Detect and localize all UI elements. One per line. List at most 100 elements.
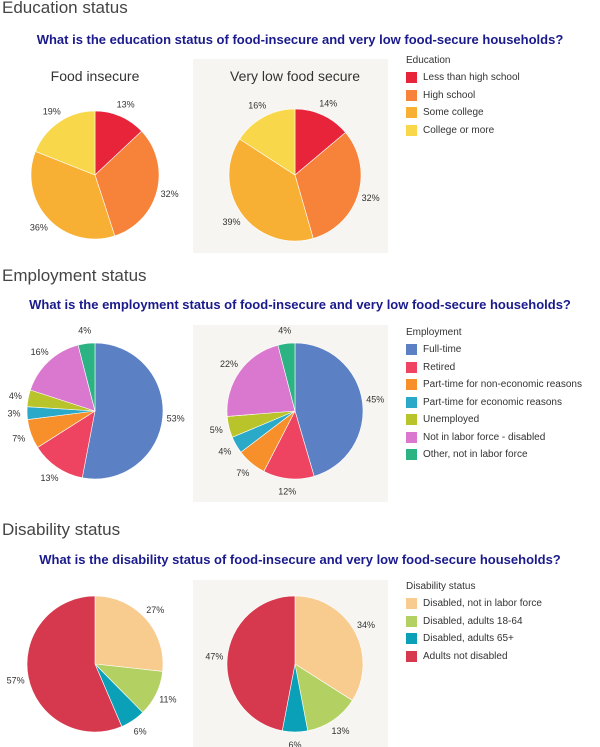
pie-data-label: 16% (31, 347, 49, 357)
legend-label: Disabled, not in labor force (423, 598, 542, 610)
legend-item: Part-time for economic reasons (406, 394, 582, 412)
legend-item: Retired (406, 359, 582, 377)
pie-slice (294, 132, 362, 239)
pie-data-label: 16% (248, 101, 266, 111)
pie-data-label: 36% (30, 223, 48, 233)
legend-label: Disabled, adults 65+ (423, 633, 514, 645)
legend-label: Unemployed (423, 414, 480, 426)
legend-label: Full-time (423, 344, 462, 356)
pie-data-label: 12% (278, 487, 296, 497)
pie-data-label: 11% (159, 694, 176, 704)
pie-slice (226, 595, 296, 732)
pie-data-label: 39% (222, 217, 240, 227)
legend-swatch (406, 414, 417, 426)
legend-label: Retired (423, 361, 456, 373)
pie-slice (77, 342, 96, 412)
legend-swatch (406, 344, 417, 356)
pie-slice (35, 110, 96, 176)
legend-education: Education Less than high school High schoo… (406, 55, 520, 139)
pie-data-label: 7% (12, 433, 25, 443)
pie-data-label: 57% (7, 675, 25, 685)
legend-title: Employment (406, 327, 462, 338)
pie-slice (81, 342, 164, 480)
legend-swatch (406, 396, 417, 408)
pie-data-label: 32% (161, 189, 179, 199)
legend-label: Part-time for economic reasons (423, 396, 562, 408)
pie-data-label: 7% (236, 468, 249, 478)
pie-data-label: 19% (43, 106, 61, 116)
pie-data-label: 6% (288, 740, 301, 747)
legend-item: Disabled, adults 65+ (406, 630, 542, 648)
pie-slice (228, 138, 314, 242)
pie-slice (294, 663, 353, 732)
pie-slice (30, 151, 116, 240)
pie-data-label: 34% (357, 620, 375, 630)
legend-item: Part-time for non-economic reasons (406, 376, 582, 394)
pie-data-label: 13% (331, 726, 349, 736)
legend-label: Less than high school (423, 72, 520, 84)
legend-item: Some college (406, 104, 520, 122)
section-heading-disability: Disability status (2, 520, 121, 539)
pie-data-label: 47% (205, 651, 223, 661)
legend-label: Other, not in labor force (423, 449, 528, 461)
legend-swatch (406, 633, 417, 645)
legend-item: Less than high school (406, 69, 520, 87)
pie-slice (294, 342, 364, 477)
legend-swatch (406, 615, 417, 627)
pie-data-label: 32% (362, 193, 380, 203)
legend-item: Unemployed (406, 411, 582, 429)
legend-employment: Employment Full-time Retired Part-time for … (406, 327, 582, 464)
pie-data-label: 22% (220, 359, 238, 369)
legend-swatch (406, 72, 417, 84)
pie-data-label: 13% (117, 99, 135, 109)
legend-item: Disabled, adults 18-64 (406, 613, 542, 631)
pie-slice (294, 108, 346, 176)
pie-slice (294, 595, 364, 701)
legend-swatch (406, 89, 417, 101)
pie-data-label: 4% (9, 391, 22, 401)
legend-item: Full-time (406, 341, 582, 359)
legend-title: Disability status (406, 581, 476, 592)
legend-swatch (406, 598, 417, 610)
pie-data-label: 14% (319, 98, 337, 108)
legend-label: Adults not disabled (423, 650, 508, 662)
pie-slice (277, 342, 296, 412)
legend-swatch (406, 431, 417, 443)
legend-item: High school (406, 87, 520, 105)
question-employment: What is the employment status of food-in… (29, 297, 571, 312)
legend-label: High school (423, 89, 476, 101)
legend-title: Education (406, 55, 451, 66)
pie-slice (239, 108, 296, 176)
section-heading-education: Education status (2, 0, 128, 17)
pie-data-label: 13% (40, 473, 58, 483)
pie-data-label: 4% (278, 326, 291, 336)
legend-swatch (406, 107, 417, 119)
legend-label: College or more (423, 124, 495, 136)
pie-data-label: 53% (167, 414, 185, 424)
legend-label: Not in labor force - disabled (423, 431, 546, 443)
pie-data-label: 4% (218, 447, 231, 457)
pie-title: Very low food secure (230, 68, 360, 84)
legend-item: Not in labor force - disabled (406, 429, 582, 447)
legend-item: College or more (406, 122, 520, 140)
pie-slice (94, 595, 164, 672)
legend-swatch (406, 124, 417, 136)
pie-data-label: 5% (210, 425, 223, 435)
pie-slice (37, 410, 96, 479)
question-education: What is the education status of food-ins… (36, 32, 564, 47)
pie-slice (26, 595, 123, 733)
pie-data-label: 6% (134, 726, 147, 736)
pie-data-label: 27% (146, 605, 164, 615)
legend-item: Disabled, not in labor force (406, 595, 542, 613)
section-heading-employment: Employment status (2, 266, 147, 285)
legend-swatch (406, 361, 417, 373)
legend-item: Other, not in labor force (406, 446, 582, 464)
legend-swatch (406, 449, 417, 461)
pie-slice (226, 344, 296, 417)
legend-item: Adults not disabled (406, 648, 542, 666)
pie-data-label: 45% (366, 395, 384, 405)
legend-disability: Disability status Disabled, not in labor … (406, 581, 542, 665)
pie-slice (29, 344, 96, 412)
question-disability: What is the disability status of food-in… (39, 552, 561, 567)
